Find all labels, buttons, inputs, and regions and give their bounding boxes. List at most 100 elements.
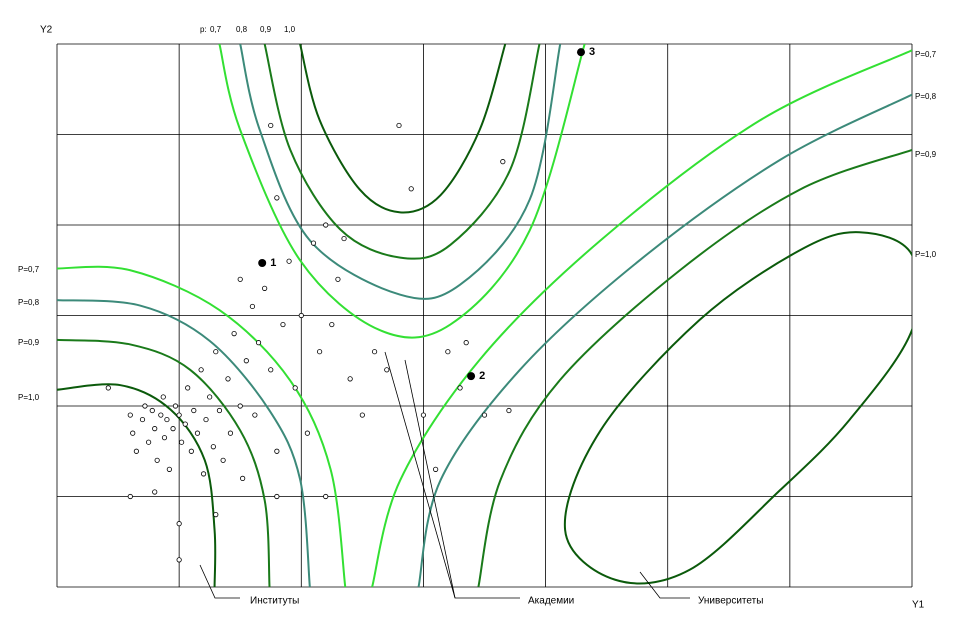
legend-level: 0,8 bbox=[236, 25, 248, 34]
scatter-point bbox=[227, 430, 234, 436]
scatter-point bbox=[220, 457, 226, 463]
scatter-point bbox=[188, 448, 194, 454]
scatter-point bbox=[146, 439, 152, 445]
contour-label: P=0,8 bbox=[915, 92, 937, 101]
legend-level: 1,0 bbox=[284, 25, 296, 34]
scatter-point bbox=[200, 471, 207, 477]
scatter-point bbox=[310, 240, 317, 246]
scatter-point bbox=[255, 340, 262, 346]
scatter-point bbox=[231, 330, 237, 337]
scatter-point bbox=[198, 367, 204, 373]
scatter-point bbox=[371, 349, 378, 355]
leader-line bbox=[199, 564, 240, 599]
scatter-point bbox=[445, 349, 451, 355]
annotation: Университеты bbox=[698, 596, 763, 607]
key-point bbox=[258, 259, 267, 268]
annotation: Академии bbox=[528, 596, 574, 607]
scatter-point bbox=[185, 385, 191, 391]
scatter-point bbox=[243, 358, 249, 364]
scatter-point bbox=[304, 430, 310, 436]
scatter-point bbox=[237, 403, 243, 409]
scatter-point bbox=[194, 430, 201, 436]
scatter-point bbox=[164, 416, 170, 423]
scatter-point bbox=[149, 407, 155, 414]
scatter-point bbox=[170, 426, 176, 432]
scatter-point bbox=[280, 321, 286, 328]
key-point-label: 3 bbox=[589, 46, 595, 58]
leader-line bbox=[639, 571, 690, 599]
scatter-point bbox=[274, 195, 280, 201]
scatter-point bbox=[225, 376, 231, 382]
scatter-point bbox=[152, 426, 158, 432]
contour bbox=[239, 44, 562, 300]
scatter-point bbox=[335, 276, 341, 282]
contour-label: P=0,8 bbox=[18, 298, 40, 307]
y-axis-label: Y2 bbox=[40, 25, 53, 36]
scatter-point bbox=[152, 489, 158, 495]
scatter-point bbox=[191, 407, 197, 414]
scatter-point bbox=[274, 448, 280, 454]
scatter-point bbox=[166, 466, 172, 472]
contour bbox=[563, 231, 912, 585]
scatter-point bbox=[268, 367, 274, 373]
scatter-point bbox=[341, 235, 347, 242]
legend-level: 0,7 bbox=[210, 25, 222, 34]
scatter-point bbox=[481, 412, 488, 418]
leader-line bbox=[404, 359, 456, 599]
scatter-point bbox=[506, 407, 512, 414]
scatter-point bbox=[172, 403, 179, 409]
contour-label: P=0,9 bbox=[915, 150, 937, 159]
x-axis-label: Y1 bbox=[912, 600, 925, 611]
scatter-point bbox=[396, 122, 402, 129]
scatter-point bbox=[298, 312, 304, 319]
scatter-point bbox=[500, 159, 506, 165]
key-point-label: 1 bbox=[270, 257, 276, 269]
contour bbox=[477, 148, 912, 587]
scatter-point bbox=[216, 407, 223, 414]
scatter-point bbox=[317, 349, 323, 355]
scatter-point bbox=[130, 430, 136, 436]
key-point bbox=[467, 372, 476, 381]
contour bbox=[299, 44, 507, 214]
scatter-point bbox=[203, 416, 209, 423]
scatter-point bbox=[142, 403, 148, 409]
scatter-point bbox=[274, 493, 280, 500]
contour bbox=[417, 93, 912, 587]
scatter-point bbox=[249, 303, 256, 310]
scatter-point bbox=[176, 557, 182, 563]
scatter-point bbox=[127, 493, 133, 500]
scatter-point bbox=[139, 416, 146, 423]
contour-label: P=0,9 bbox=[18, 338, 40, 347]
scatter-point bbox=[329, 321, 335, 328]
annotation: Институты bbox=[250, 596, 299, 607]
scatter-point bbox=[359, 412, 365, 418]
scatter-point bbox=[433, 466, 439, 472]
scatter-point bbox=[292, 385, 298, 391]
scatter-point bbox=[323, 493, 329, 500]
contour bbox=[57, 383, 217, 587]
scatter-point bbox=[213, 349, 219, 355]
scatter-point bbox=[463, 340, 469, 346]
scatter-point bbox=[178, 439, 185, 445]
scatter-point bbox=[262, 285, 268, 291]
scatter-point bbox=[408, 186, 414, 192]
scatter-point bbox=[161, 435, 168, 441]
contour bbox=[57, 338, 271, 587]
contour-label: P=0,7 bbox=[915, 50, 937, 59]
legend-level: 0,9 bbox=[260, 25, 272, 34]
scatter-point bbox=[286, 258, 292, 264]
legend-prefix: p: bbox=[200, 25, 207, 34]
scatter-point bbox=[210, 444, 216, 450]
scatter-point bbox=[457, 385, 463, 391]
scatter-point bbox=[252, 412, 258, 418]
contour bbox=[57, 265, 347, 587]
scatter-point bbox=[240, 475, 246, 481]
scatter-point bbox=[176, 412, 182, 418]
scatter-point bbox=[323, 222, 329, 228]
scatter-point bbox=[182, 421, 188, 427]
contour bbox=[263, 44, 541, 260]
scatter-point bbox=[154, 457, 160, 463]
contour-label: P=1,0 bbox=[915, 250, 937, 259]
